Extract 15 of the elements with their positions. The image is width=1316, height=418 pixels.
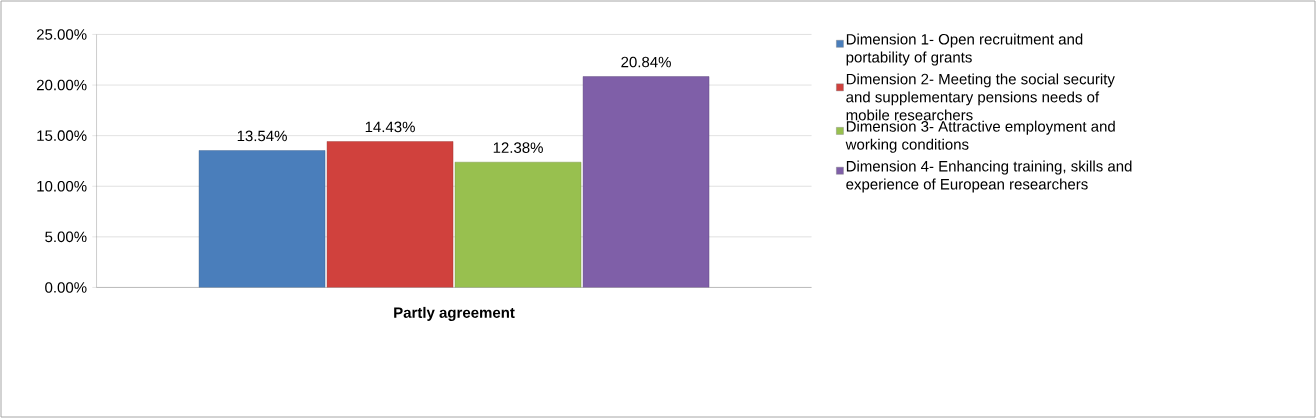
y-tick-label: 0.00% — [45, 282, 87, 293]
y-tick-label: 15.00% — [37, 130, 87, 141]
data-label: 20.84% — [621, 56, 671, 68]
y-tick-label: 25.00% — [36, 29, 87, 40]
data-label: 12.38% — [493, 142, 543, 153]
data-label: 13.54% — [237, 130, 287, 142]
legend-label: Dimension 2- Meeting the social security and supplementary pensions needs of mobile researchers — [846, 73, 1115, 121]
legend-label: Dimension 4- Enhancing training, skills and experience of European researchers — [846, 160, 1132, 193]
y-tick-label: 5.00% — [45, 231, 87, 243]
legend-label: Dimension 1- Open recruitment and portability of grants — [846, 33, 1083, 66]
legend-label: Dimension 3- Attractive employment and working conditions — [845, 120, 1115, 153]
y-tick-label: 20.00% — [36, 79, 87, 91]
data-label: 14.43% — [365, 121, 415, 133]
y-tick-label: 10.00% — [37, 180, 87, 192]
x-tick-label: Partly agreement — [394, 306, 515, 321]
